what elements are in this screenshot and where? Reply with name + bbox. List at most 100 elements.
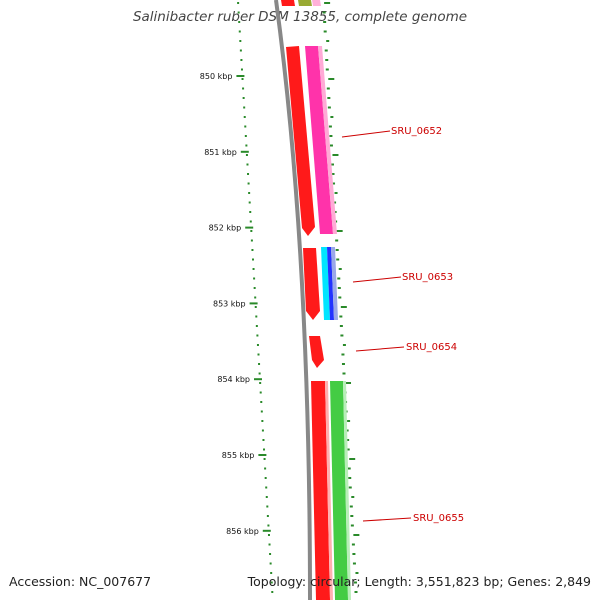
axis-tick-label: 852 kbp: [209, 224, 242, 233]
gc-skew-dot: [327, 106, 331, 109]
cds-feature-sru-0655-green: [330, 381, 348, 600]
gc-skew-dot: [237, 11, 240, 14]
gc-skew-dot: [339, 315, 343, 318]
gc-skew-dot: [340, 334, 344, 337]
gc-skew-dot: [265, 496, 268, 498]
axis-tick-label: 851 kbp: [204, 148, 237, 157]
cds-feature-sru-0655-red: [311, 381, 330, 600]
gc-skew-dot: [260, 410, 263, 413]
gc-skew-dot: [266, 505, 269, 508]
gc-skew-dot: [238, 21, 241, 23]
gc-skew-dot: [253, 277, 256, 280]
gc-skew-dot: [322, 11, 326, 14]
gc-skew-dot: [248, 192, 251, 194]
gc-skew-dot: [242, 87, 245, 90]
gene-label-leader: [341, 130, 391, 138]
cds-feature-sru-0653-blue: [327, 247, 334, 320]
cds-feature-sru-0652-pink: [305, 46, 333, 234]
gc-skew-dot: [340, 306, 347, 308]
gc-skew-dot: [237, 2, 240, 4]
gene-label: SRU_0655: [413, 513, 464, 524]
gc-skew-dot: [258, 372, 261, 375]
gc-skew-dot: [326, 87, 330, 90]
gc-skew-dot: [269, 553, 272, 555]
gc-skew-dot: [250, 239, 253, 242]
gc-skew-dot: [257, 353, 260, 356]
gc-skew-dot: [336, 258, 340, 261]
gc-skew-dot: [265, 486, 268, 489]
gc-skew-dot: [325, 68, 329, 71]
gc-skew-dot: [355, 572, 359, 574]
gc-skew-dot: [243, 116, 246, 118]
position-axis: 850 kbp 851 kbp 852 kbp 853 kbp 854 kbp 855 k…: [200, 72, 271, 536]
gc-skew-dot: [254, 296, 257, 299]
gc-skew-dot: [327, 97, 331, 99]
gc-skew-dot: [337, 277, 341, 280]
gc-skew-dot: [324, 49, 328, 52]
gc-skew-dot: [335, 239, 339, 242]
cds-feature-top-red: [281, 0, 295, 6]
gc-skew-dot: [252, 268, 255, 270]
gc-skew-dot: [351, 543, 355, 546]
axis-tick-label: 855 kbp: [222, 451, 255, 460]
gc-skew-dot: [253, 287, 256, 289]
gc-skew-dot: [329, 135, 333, 137]
accession-text: Accession: NC_007677: [9, 574, 152, 589]
gc-skew-dot: [259, 391, 262, 394]
cds-feature-sru-0652-pink-edge: [318, 46, 337, 234]
gc-skew-dot: [328, 78, 335, 80]
gc-skew-dot: [354, 591, 358, 593]
gene-labels: SRU_0652 SRU_0653 SRU_0654 SRU_0655: [341, 126, 464, 524]
gc-skew-dot: [264, 467, 267, 470]
gc-skew-dot: [261, 420, 264, 422]
gc-skew-dot: [348, 477, 352, 479]
gc-skew-dot: [270, 572, 273, 574]
gc-skew-dot: [241, 78, 244, 80]
gene-label-leader: [362, 517, 412, 522]
gc-skew-dot: [239, 49, 242, 52]
gc-skew-dot: [341, 353, 345, 356]
gc-skew-dot: [256, 334, 259, 337]
gc-skew-dot: [248, 201, 251, 204]
gc-skew-dot: [258, 363, 261, 365]
gc-skew-dot: [331, 173, 335, 175]
gc-skew-dot: [328, 125, 332, 128]
cds-feature-sru-0653-red: [303, 248, 320, 320]
gc-skew-dot: [255, 325, 258, 327]
gc-skew-dot: [263, 448, 266, 451]
gc-skew-dot: [267, 534, 270, 536]
gc-skew-dot: [246, 163, 249, 166]
gc-skew-dot: [353, 534, 360, 536]
gc-skew-dot: [332, 154, 339, 156]
gc-skew-dot: [341, 363, 345, 365]
feature-track: [281, 0, 351, 600]
gc-skew-dot: [338, 296, 342, 299]
gc-skew-dot: [251, 249, 254, 251]
cds-feature-top-pink: [312, 0, 321, 6]
gc-skew-dot: [251, 258, 254, 261]
gc-skew-dot: [270, 581, 273, 584]
gc-skew-dot: [339, 325, 343, 327]
gc-skew-dot: [244, 135, 247, 137]
gc-skew-dot: [263, 458, 266, 460]
gc-skew-dot: [271, 591, 274, 593]
gc-skew-dot: [349, 505, 353, 508]
cds-feature-olive: [298, 0, 312, 6]
gc-skew-dot: [323, 21, 327, 23]
gc-skew-dot: [259, 382, 262, 384]
gc-skew-dot: [336, 230, 343, 232]
gc-skew-dot: [332, 182, 336, 185]
gc-skew-dot: [239, 40, 242, 42]
gene-label-leader: [352, 276, 402, 283]
gc-skew-dot: [255, 315, 258, 318]
gc-skew-dot: [346, 439, 350, 441]
gc-skew-dot: [330, 116, 334, 118]
gc-skew-dot: [245, 144, 248, 147]
gc-skew-dot: [338, 268, 342, 270]
gc-skew-dot: [348, 486, 352, 489]
gc-skew-dot: [243, 106, 246, 109]
gc-skew-dot: [329, 144, 333, 147]
axis-tick-label: 853 kbp: [213, 299, 246, 308]
gc-skew-dot: [242, 97, 245, 99]
gc-skew-dot: [267, 524, 270, 527]
